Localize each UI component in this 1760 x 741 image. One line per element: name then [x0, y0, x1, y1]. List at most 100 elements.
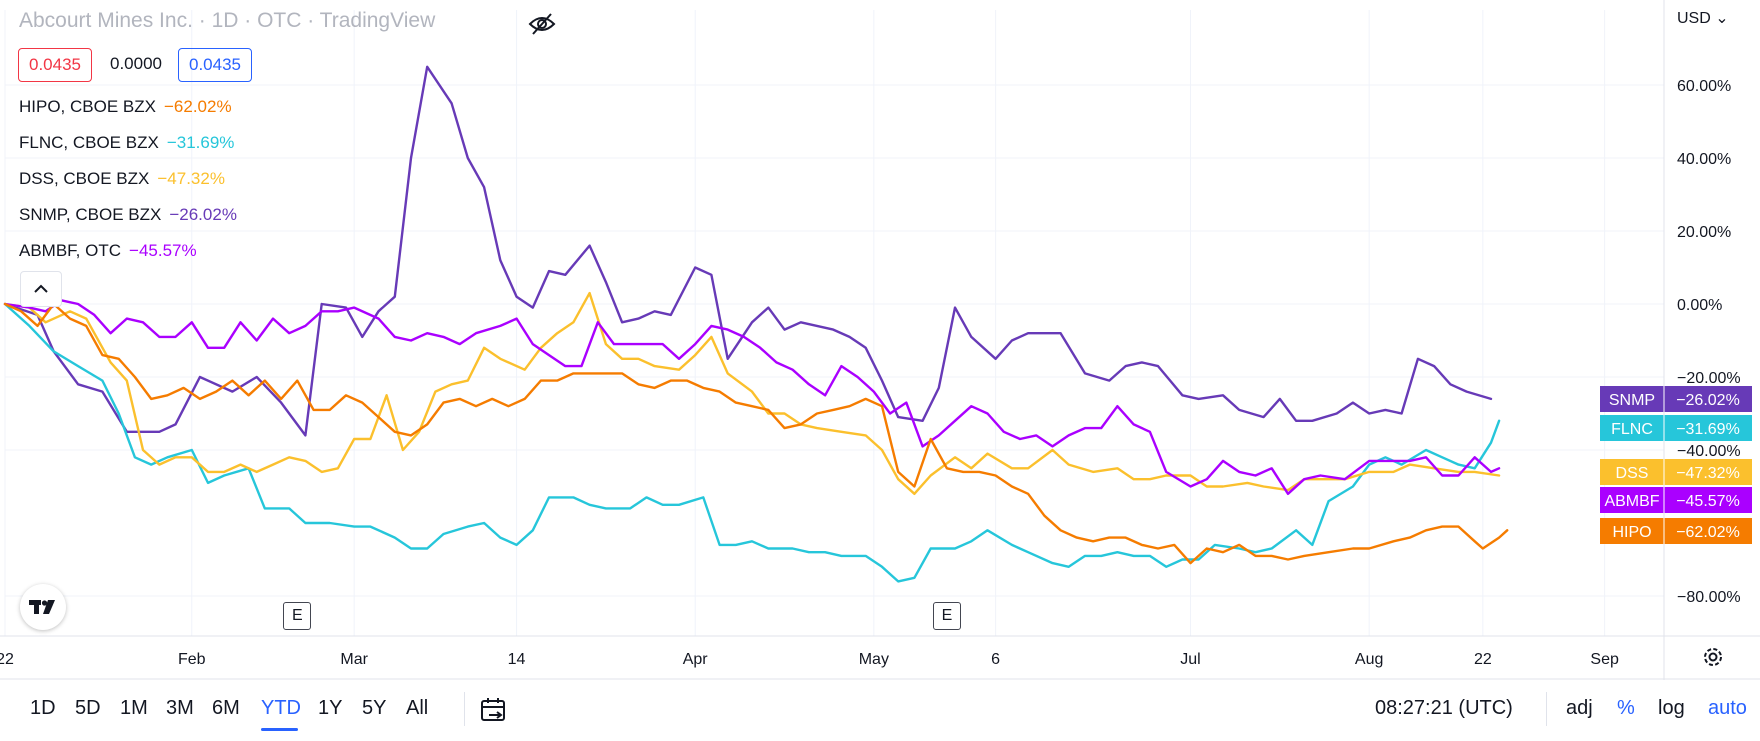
calendar-range-icon[interactable] — [480, 697, 508, 723]
badge-series-value: −62.02% — [1676, 524, 1740, 541]
series-line-dss — [3, 291, 1501, 495]
legend-value: −62.02% — [163, 97, 232, 116]
chevron-up-icon — [34, 284, 48, 293]
log-toggle[interactable]: log — [1658, 697, 1685, 719]
x-tick-label: Mar — [340, 651, 368, 668]
y-tick-label: 60.00% — [1677, 78, 1731, 95]
range-button-ytd[interactable]: YTD — [261, 697, 301, 719]
y-tick-label: 20.00% — [1677, 224, 1731, 241]
legend-label: DSS, CBOE BZX — [19, 169, 150, 188]
x-tick-label: Apr — [683, 651, 709, 668]
badge-series-value: −45.57% — [1676, 493, 1740, 510]
y-tick-label: 40.00% — [1677, 151, 1731, 168]
percent-toggle[interactable]: % — [1617, 697, 1635, 719]
legend-value: −47.32% — [157, 169, 225, 188]
ohlc-value-close: 0.0435 — [178, 48, 252, 82]
series-lines — [3, 65, 1509, 583]
x-tick-label: 22 — [0, 651, 14, 668]
range-button-1y[interactable]: 1Y — [318, 697, 343, 719]
price-badge-dss: DSS −47.32% — [1600, 459, 1752, 485]
currency-label: USD — [1677, 10, 1711, 27]
price-badge-hipo: HIPO −62.02% — [1600, 518, 1752, 544]
bottom-toolbar: 1D 5D 1M 3M 6M YTD 1Y 5Y All 08:27:21 (U… — [0, 680, 1760, 741]
adj-toggle[interactable]: adj — [1566, 697, 1593, 719]
auto-toggle[interactable]: auto — [1708, 697, 1747, 719]
y-tick-label: −80.00% — [1677, 589, 1741, 606]
legend-item-snmp[interactable]: SNMP, CBOE BZX −26.02% — [19, 205, 237, 225]
ohlc-value-change: 0.0000 — [110, 54, 162, 73]
range-button-1m[interactable]: 1M — [120, 697, 148, 719]
price-badge-flnc: FLNC −31.69% — [1600, 415, 1752, 441]
badge-name-bg — [1600, 459, 1664, 485]
legend-value: −31.69% — [166, 133, 235, 152]
legend-value: −26.02% — [169, 205, 237, 224]
badge-value-bg — [1664, 386, 1752, 412]
range-button-all[interactable]: All — [406, 697, 429, 719]
x-tick-label: Feb — [178, 651, 206, 668]
range-button-5d[interactable]: 5D — [75, 697, 101, 719]
series-line-abmbf — [3, 299, 1501, 495]
legend-collapse-button[interactable] — [20, 271, 62, 307]
x-tick-label: 14 — [508, 651, 526, 668]
badge-series-name: FLNC — [1611, 421, 1653, 438]
badge-value-bg — [1664, 459, 1752, 485]
legend-label: SNMP, CBOE BZX — [19, 205, 162, 224]
legend-label: FLNC, CBOE BZX — [19, 133, 159, 152]
series-line-snmp — [3, 65, 1493, 437]
chart-grid — [0, 0, 1760, 680]
badge-series-name: ABMBF — [1604, 493, 1659, 510]
y-tick-label: 0.00% — [1677, 297, 1722, 314]
range-button-6m[interactable]: 6M — [212, 697, 240, 719]
chevron-down-icon: ⌄ — [1710, 10, 1729, 27]
utc-clock[interactable]: 08:27:21 (UTC) — [1375, 697, 1513, 719]
y-tick-label: −20.00% — [1677, 370, 1741, 387]
chart-title: Abcourt Mines Inc. · 1D · OTC · TradingV… — [19, 9, 436, 32]
y-tick-label: −40.00% — [1677, 443, 1741, 460]
legend-item-dss[interactable]: DSS, CBOE BZX −47.32% — [19, 169, 225, 189]
tradingview-logo-icon — [29, 600, 55, 614]
series-line-flnc — [3, 302, 1501, 583]
earnings-marker[interactable]: E — [283, 602, 312, 630]
range-button-1d[interactable]: 1D — [30, 697, 56, 719]
x-axis: 22 Feb Mar 14 Apr May 6 Jul Aug 22 Sep — [0, 651, 1619, 668]
badge-series-value: −31.69% — [1676, 421, 1740, 438]
badge-series-name: HIPO — [1612, 524, 1651, 541]
ohlc-value-open: 0.0435 — [18, 48, 92, 82]
tradingview-logo[interactable] — [20, 584, 66, 630]
x-tick-label: May — [859, 651, 889, 668]
x-tick-label: Sep — [1590, 651, 1619, 668]
badge-name-bg — [1600, 518, 1664, 544]
price-badges: SNMP −26.02% FLNC −31.69% DSS −47.32% ABMBF −45… — [1600, 386, 1752, 544]
legend-item-hipo[interactable]: HIPO, CBOE BZX −62.02% — [19, 97, 232, 117]
x-tick-label: 22 — [1474, 651, 1492, 668]
legend-label: HIPO, CBOE BZX — [19, 97, 156, 116]
y-axis: 60.00% 40.00% 20.00% 0.00% −20.00% −40.00% −80… — [1677, 78, 1741, 606]
badge-value-bg — [1664, 518, 1752, 544]
badge-series-name: DSS — [1616, 465, 1649, 482]
price-badge-abmbf: ABMBF −45.57% — [1600, 487, 1752, 513]
price-badge-snmp: SNMP −26.02% — [1600, 386, 1752, 412]
series-line-hipo — [3, 302, 1509, 565]
badge-name-bg — [1600, 386, 1664, 412]
x-tick-label: Jul — [1180, 651, 1200, 668]
x-tick-label: 6 — [991, 651, 1000, 668]
badge-value-bg — [1664, 415, 1752, 441]
badge-value-bg — [1664, 487, 1752, 513]
chart-canvas[interactable]: 60.00% 40.00% 20.00% 0.00% −20.00% −40.00% −80… — [0, 0, 1760, 680]
divider — [1546, 692, 1547, 726]
legend-item-flnc[interactable]: FLNC, CBOE BZX −31.69% — [19, 133, 234, 153]
legend-item-abmbf[interactable]: ABMBF, OTC −45.57% — [19, 241, 197, 261]
range-button-5y[interactable]: 5Y — [362, 697, 387, 719]
legend-label: ABMBF, OTC — [19, 241, 122, 260]
x-tick-label: Aug — [1355, 651, 1383, 668]
badge-name-bg — [1600, 487, 1664, 513]
badge-series-value: −47.32% — [1676, 465, 1740, 482]
earnings-marker[interactable]: E — [932, 602, 961, 630]
divider — [464, 692, 465, 726]
badge-name-bg — [1600, 415, 1664, 441]
currency-selector[interactable]: USD ⌄ — [1677, 8, 1729, 28]
eye-hidden-icon[interactable] — [527, 10, 557, 38]
range-button-3m[interactable]: 3M — [166, 697, 194, 719]
badge-series-value: −26.02% — [1676, 392, 1740, 409]
gear-icon[interactable] — [1700, 644, 1726, 670]
